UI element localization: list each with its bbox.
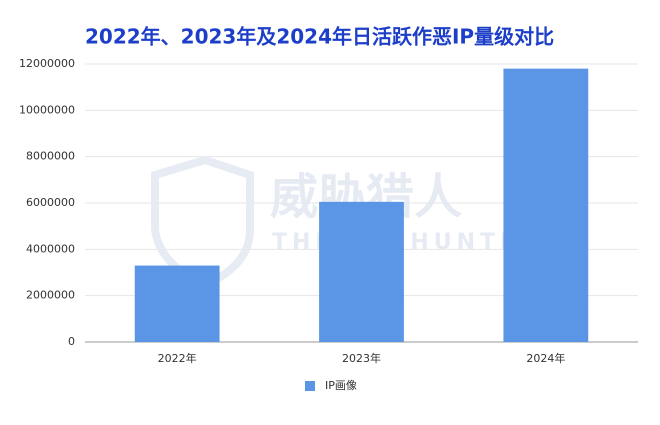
y-tick-label: 6000000 [26,196,75,209]
x-tick-label: 2024年 [526,351,565,365]
bar [134,265,220,342]
x-tick-label: 2022年 [158,351,197,365]
watermark-subtitle: THREAT HUNTER [272,230,542,255]
y-tick-label: 0 [68,335,75,348]
y-tick-label: 12000000 [19,57,75,70]
legend-swatch [305,381,315,391]
bar [319,201,404,342]
x-tick-label: 2023年 [342,351,381,365]
y-tick-label: 4000000 [26,242,75,255]
legend-label: IP画像 [325,379,357,392]
chart-title: 2022年、2023年及2024年日活跃作恶IP量级对比 [85,25,554,49]
y-tick-label: 8000000 [26,150,75,163]
bar [503,68,589,342]
y-tick-label: 2000000 [26,289,75,302]
y-tick-label: 10000000 [19,103,75,116]
